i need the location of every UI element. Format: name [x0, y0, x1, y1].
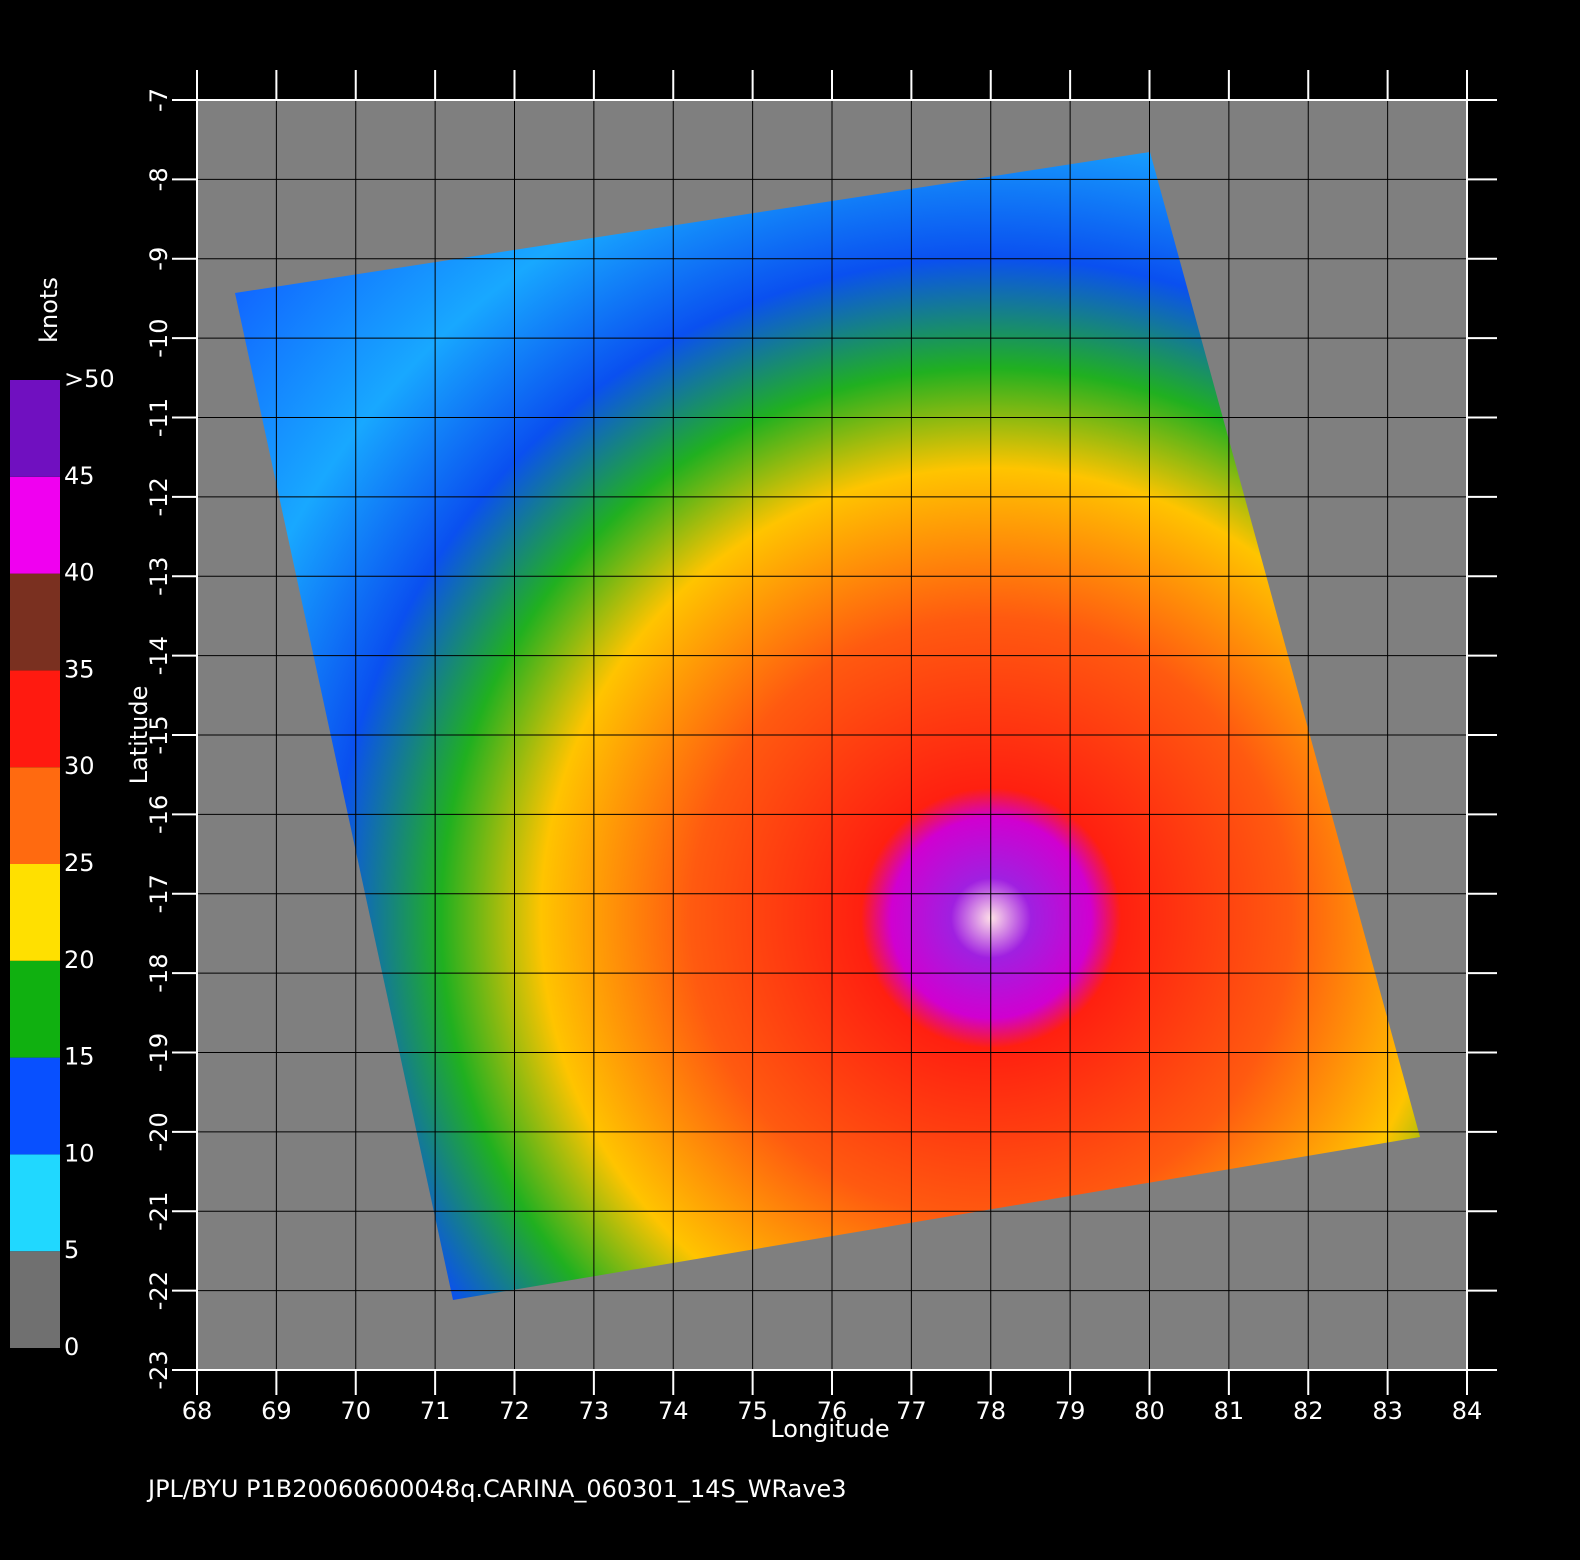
colorbar-tick-label: 40 [64, 559, 95, 587]
x-tick-label: 80 [1134, 1397, 1165, 1425]
colorbar-swatch [10, 573, 60, 671]
colorbar-swatch [10, 1154, 60, 1252]
x-tick-label: 77 [896, 1397, 927, 1425]
x-tick-label: 75 [737, 1397, 768, 1425]
colorbar-tick-label: 15 [64, 1043, 95, 1071]
colorbar-swatch [10, 380, 60, 477]
x-tick-label: 82 [1293, 1397, 1324, 1425]
x-tick-label: 73 [579, 1397, 610, 1425]
y-axis-label: Latitude [125, 686, 153, 785]
caption: JPL/BYU P1B20060600048q.CARINA_060301_14… [146, 1475, 847, 1503]
colorbar-tick-label: 20 [64, 946, 95, 974]
colorbar-tick-label: 0 [64, 1333, 79, 1361]
colorbar-label: knots [35, 277, 63, 343]
colorbar-tick-label: 5 [64, 1236, 79, 1264]
x-tick-label: 69 [261, 1397, 292, 1425]
y-tick-label: -15 [145, 715, 173, 754]
colorbar-swatch [10, 1057, 60, 1155]
y-tick-label: -10 [145, 319, 173, 358]
y-tick-label: -14 [145, 636, 173, 675]
x-tick-label: 81 [1214, 1397, 1245, 1425]
y-tick-label: -13 [145, 557, 173, 596]
colorbar-tick-label: 25 [64, 849, 95, 877]
colorbar-swatch [10, 960, 60, 1058]
colorbar-tick-label: 30 [64, 752, 95, 780]
colorbar-tick-label: 10 [64, 1139, 95, 1167]
y-tick-label: -8 [145, 167, 173, 191]
colorbar-tick-label: >50 [64, 365, 115, 393]
y-tick-label: -20 [145, 1112, 173, 1151]
colorbar-swatch [10, 767, 60, 864]
y-tick-label: -7 [145, 88, 173, 112]
x-tick-label: 74 [658, 1397, 689, 1425]
wind-swath [235, 152, 1420, 1300]
y-tick-label: -23 [145, 1350, 173, 1389]
x-tick-label: 84 [1452, 1397, 1483, 1425]
x-axis-label: Longitude [770, 1415, 889, 1443]
y-tick-label: -17 [145, 874, 173, 913]
x-tick-label: 68 [182, 1397, 213, 1425]
x-tick-label: 71 [420, 1397, 451, 1425]
x-tick-label: 79 [1055, 1397, 1086, 1425]
y-tick-label: -22 [145, 1271, 173, 1310]
colorbar-swatch [10, 864, 60, 961]
colorbar-swatch [10, 476, 60, 574]
x-tick-label: 72 [499, 1397, 530, 1425]
y-tick-label: -18 [145, 954, 173, 993]
x-tick-label: 76 [817, 1397, 848, 1425]
y-tick-label: -19 [145, 1033, 173, 1072]
y-tick-label: -11 [145, 398, 173, 437]
y-tick-label: -12 [145, 477, 173, 516]
colorbar-tick-label: 35 [64, 655, 95, 683]
x-tick-label: 83 [1372, 1397, 1403, 1425]
x-tick-label: 70 [340, 1397, 371, 1425]
colorbar-swatch [10, 1251, 60, 1348]
y-tick-label: -9 [145, 247, 173, 271]
colorbar-tick-label: 45 [64, 462, 95, 490]
plot-frame [196, 99, 1468, 1371]
y-tick-label: -16 [145, 795, 173, 834]
colorbar-swatch [10, 670, 60, 768]
y-tick-label: -21 [145, 1192, 173, 1231]
x-tick-label: 78 [975, 1397, 1006, 1425]
